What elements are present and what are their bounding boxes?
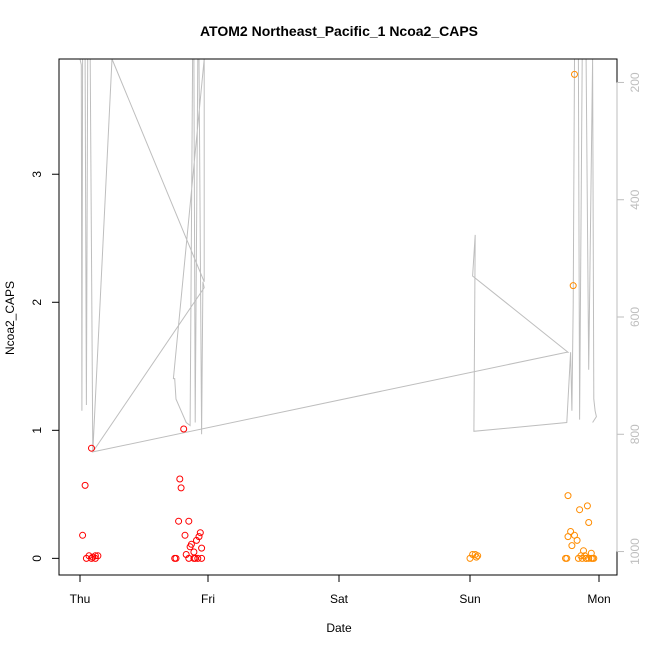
y-right-tick-label: 600 [628, 307, 642, 327]
data-point [474, 552, 482, 560]
data-point [587, 549, 595, 557]
data-point [198, 554, 206, 562]
data-point [571, 70, 578, 78]
data-point [198, 544, 206, 552]
x-tick-label: Mon [587, 592, 610, 606]
data-point [582, 554, 590, 562]
data-point [91, 552, 99, 560]
data-point [91, 554, 99, 562]
data-point [176, 475, 184, 483]
x-axis-label: Date [326, 621, 352, 635]
x-tick-label: Sun [459, 592, 480, 606]
data-point [79, 531, 87, 539]
data-point [81, 481, 89, 489]
axes-layer: Thu Fri Sat Sun Mon 0 1 2 3 200 400 600 800 1000 [30, 72, 642, 606]
y-tick-label: 1 [30, 427, 44, 434]
chart-title: ATOM2 Northeast_Pacific_1 Ncoa2_CAPS [200, 23, 478, 39]
y-right-tick-label: 800 [628, 424, 642, 444]
data-point [569, 282, 577, 290]
y-right-tick-label: 400 [628, 189, 642, 209]
data-point [573, 536, 581, 544]
y-axis-label: Ncoa2_CAPS [3, 281, 17, 355]
data-point [175, 517, 183, 525]
depth-line [79, 58, 597, 453]
data-point [585, 519, 593, 526]
data-point [180, 425, 188, 433]
depth-line-layer [79, 58, 597, 453]
data-point [567, 528, 575, 535]
data-point [576, 506, 584, 514]
data-point [177, 484, 185, 492]
y-right-tick-label: 200 [628, 72, 642, 92]
data-point [580, 547, 587, 555]
data-point [181, 531, 189, 539]
points-layer [79, 70, 598, 562]
data-point [195, 533, 203, 541]
x-tick-label: Thu [70, 592, 91, 606]
data-point [88, 444, 95, 452]
data-point [564, 492, 572, 500]
y-tick-label: 0 [30, 555, 44, 562]
x-tick-label: Sat [330, 592, 349, 606]
data-point [472, 553, 480, 561]
y-tick-label: 2 [30, 299, 44, 306]
data-point [187, 540, 195, 548]
data-point [196, 529, 204, 537]
data-point [583, 502, 591, 510]
data-point [185, 517, 193, 525]
x-tick-label: Fri [201, 592, 215, 606]
data-point [172, 554, 180, 562]
y-right-tick-label: 1000 [628, 538, 642, 565]
data-point [194, 554, 202, 562]
data-point [563, 554, 571, 562]
y-tick-label: 3 [30, 171, 44, 178]
data-point [568, 542, 576, 550]
